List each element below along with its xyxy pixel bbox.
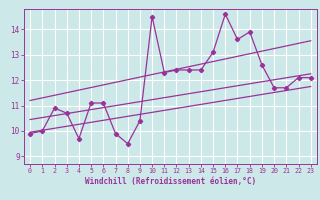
X-axis label: Windchill (Refroidissement éolien,°C): Windchill (Refroidissement éolien,°C) bbox=[85, 177, 256, 186]
